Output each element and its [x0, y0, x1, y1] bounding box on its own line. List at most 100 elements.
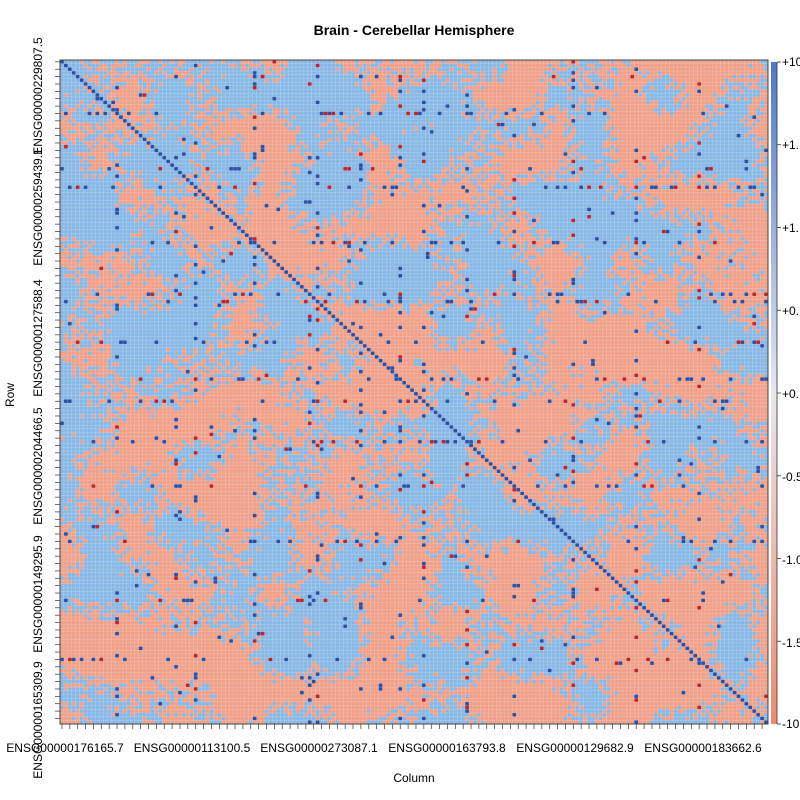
heatmap-cell: [693, 74, 698, 79]
heatmap-cell: [583, 115, 588, 120]
heatmap-cell: [386, 133, 391, 138]
heatmap-cell: [437, 63, 442, 68]
heatmap-cell: [488, 63, 493, 68]
heatmap-cell: [67, 67, 72, 72]
heatmap-cell: [524, 141, 529, 145]
heatmap-cell: [299, 130, 304, 134]
heatmap-cell: [465, 71, 470, 75]
heatmap-cell: [146, 148, 151, 153]
heatmap-cell: [398, 152, 403, 156]
heatmap-cell: [406, 119, 411, 123]
heatmap-cell: [732, 137, 737, 142]
heatmap-cell: [614, 96, 619, 101]
heatmap-cell: [75, 63, 80, 68]
heatmap-cell: [327, 130, 332, 134]
heatmap-cell: [508, 122, 513, 127]
heatmap-cell: [358, 85, 363, 90]
heatmap-cell: [233, 119, 238, 123]
heatmap-cell: [162, 74, 167, 79]
heatmap-cell: [736, 148, 741, 153]
heatmap-cell: [185, 71, 190, 75]
heatmap-cell: [193, 141, 198, 145]
heatmap-cell: [685, 144, 690, 149]
heatmap-cell: [150, 155, 155, 160]
heatmap-cell: [398, 111, 403, 116]
heatmap-cell: [630, 89, 635, 94]
heatmap-cell: [587, 104, 592, 109]
heatmap-cell: [189, 141, 194, 145]
heatmap-cell: [571, 100, 576, 105]
heatmap-cell: [414, 144, 418, 149]
heatmap-cell: [508, 104, 513, 109]
heatmap-cell: [201, 60, 206, 64]
heatmap-cell: [382, 122, 387, 127]
heatmap-cell: [158, 111, 163, 116]
heatmap-cell: [315, 96, 320, 101]
heatmap-cell: [264, 133, 269, 138]
heatmap-cell: [225, 111, 230, 116]
heatmap-cell: [347, 63, 352, 68]
heatmap-cell: [504, 159, 509, 164]
heatmap-cell: [225, 115, 230, 120]
heatmap-cell: [732, 122, 737, 127]
heatmap-cell: [264, 122, 269, 127]
heatmap-cell: [181, 82, 186, 86]
heatmap-cell: [587, 89, 592, 94]
heatmap-cell: [178, 93, 182, 97]
heatmap-cell: [95, 119, 100, 123]
heatmap-cell: [740, 137, 745, 142]
heatmap-cell: [417, 100, 422, 105]
heatmap-cell: [197, 126, 202, 131]
heatmap-cell: [417, 71, 422, 75]
heatmap-cell: [642, 111, 647, 116]
heatmap-cell: [142, 60, 147, 64]
heatmap-cell: [532, 104, 536, 109]
heatmap-cell: [500, 122, 505, 127]
heatmap-cell: [323, 63, 328, 68]
heatmap-cell: [303, 133, 308, 138]
heatmap-cell: [382, 107, 387, 112]
heatmap-cell: [528, 126, 533, 131]
heatmap-cell: [134, 137, 139, 142]
heatmap-cell: [237, 85, 241, 90]
heatmap-cell: [339, 141, 344, 145]
heatmap-cell: [465, 133, 470, 138]
heatmap-cell: [292, 130, 297, 134]
heatmap-cell: [736, 144, 741, 149]
heatmap-cell: [233, 133, 238, 138]
heatmap-cell: [728, 126, 733, 131]
heatmap-cell: [473, 137, 477, 142]
heatmap-cell: [697, 63, 702, 68]
heatmap-cell: [480, 78, 485, 83]
heatmap-cell: [669, 67, 674, 72]
heatmap-cell: [343, 78, 348, 83]
heatmap-cell: [701, 152, 706, 156]
heatmap-cell: [563, 100, 568, 105]
heatmap-cell: [461, 67, 466, 72]
heatmap-cell: [189, 115, 194, 120]
heatmap-cell: [370, 107, 375, 112]
heatmap-cell: [630, 71, 635, 75]
heatmap-cell: [189, 67, 194, 72]
heatmap-cell: [512, 126, 517, 131]
heatmap-cell: [433, 63, 438, 68]
heatmap-cell: [689, 67, 694, 72]
heatmap-cell: [594, 152, 599, 156]
heatmap-cell: [602, 85, 607, 90]
heatmap-cell: [244, 159, 249, 164]
heatmap-cell: [370, 133, 375, 138]
heatmap-cell: [213, 115, 218, 120]
heatmap-cell: [740, 100, 745, 105]
heatmap-cell: [91, 71, 96, 75]
heatmap-cell: [626, 104, 631, 109]
heatmap-cell: [181, 89, 186, 94]
heatmap-cell: [653, 78, 658, 83]
heatmap-cell: [756, 119, 761, 123]
heatmap-cell: [417, 111, 422, 116]
heatmap-cell: [685, 85, 690, 90]
heatmap-cell: [414, 89, 418, 94]
heatmap-cell: [331, 89, 336, 94]
heatmap-cell: [571, 119, 576, 123]
heatmap-cell: [280, 159, 285, 164]
heatmap-cell: [473, 111, 477, 116]
